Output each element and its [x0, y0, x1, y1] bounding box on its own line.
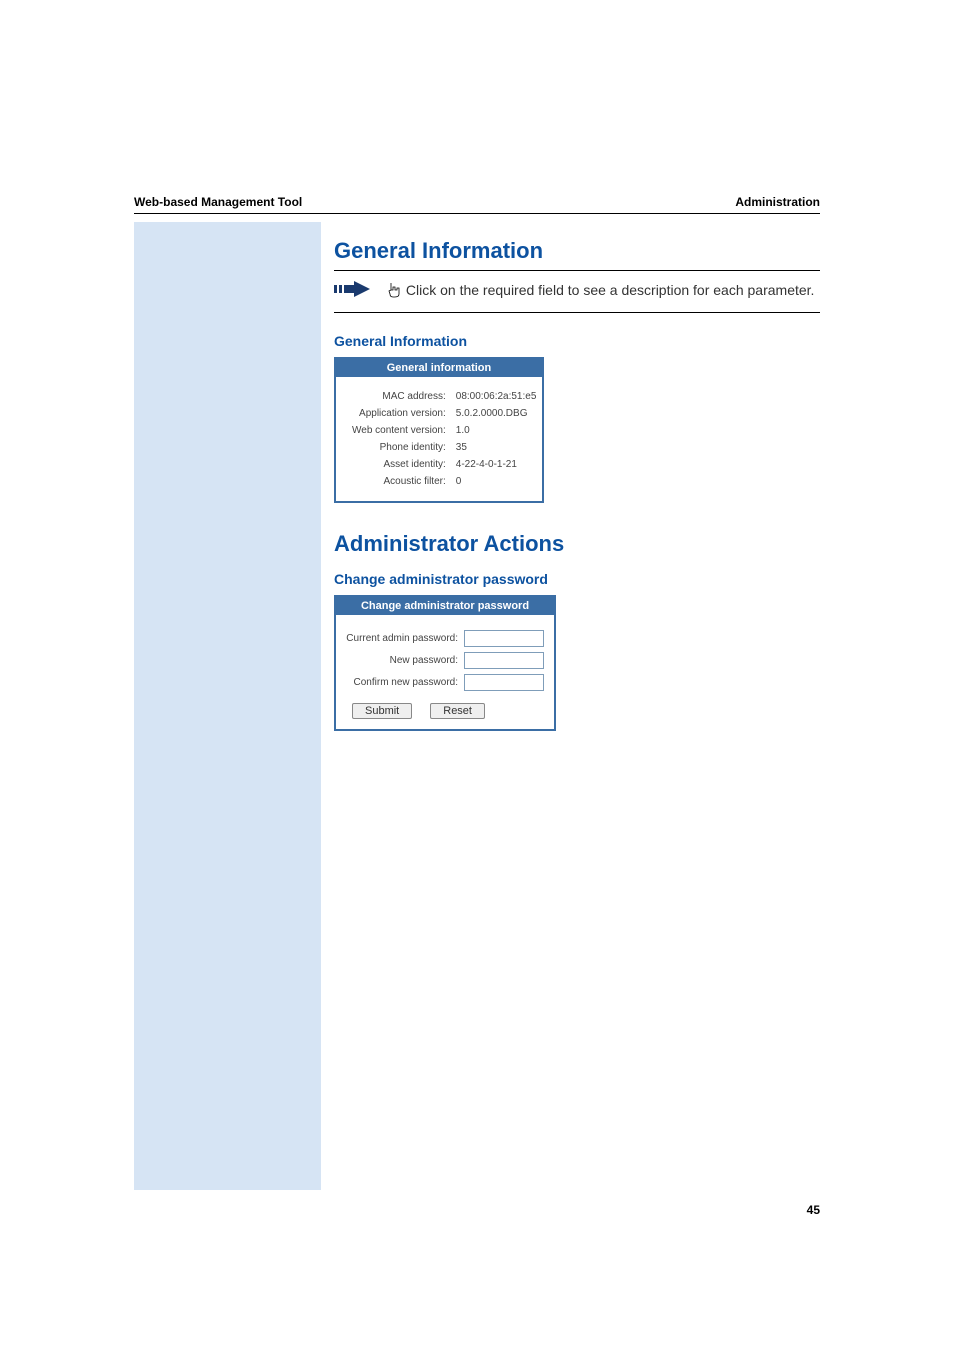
new-password-label: New password: — [346, 655, 464, 666]
change-admin-password-panel-body: Current admin password: New password: Co… — [336, 615, 554, 729]
info-label: MAC address: — [348, 389, 450, 404]
table-row: Acoustic filter: 0 — [348, 474, 540, 489]
current-admin-password-input[interactable] — [464, 630, 544, 647]
change-admin-password-panel-header: Change administrator password — [336, 597, 554, 615]
table-row: Phone identity: 35 — [348, 440, 540, 455]
confirm-new-password-input[interactable] — [464, 674, 544, 691]
pointer-cursor-icon — [386, 281, 402, 302]
page-header: Web-based Management Tool Administration — [134, 195, 820, 209]
arrow-icon — [334, 279, 376, 304]
table-row: Asset identity: 4-22-4-0-1-21 — [348, 457, 540, 472]
note-text: Click on the required field to see a des… — [386, 281, 814, 302]
table-row: Web content version: 1.0 — [348, 423, 540, 438]
subheading-general-information: General Information — [334, 333, 820, 349]
table-row: Application version: 5.0.2.0000.DBG — [348, 406, 540, 421]
info-label: Application version: — [348, 406, 450, 421]
info-value: 35 — [452, 440, 541, 455]
section-title-general-information: General Information — [334, 238, 820, 264]
sidebar-bar — [134, 222, 321, 1190]
general-information-panel: General information MAC address: 08:00:0… — [334, 357, 544, 503]
general-information-panel-header: General information — [336, 359, 542, 377]
form-row: Confirm new password: — [346, 674, 544, 691]
note-text-content: Click on the required field to see a des… — [402, 282, 814, 298]
section-title-administrator-actions: Administrator Actions — [334, 531, 820, 557]
form-row: New password: — [346, 652, 544, 669]
current-admin-password-label: Current admin password: — [346, 633, 464, 644]
info-value: 5.0.2.0000.DBG — [452, 406, 541, 421]
reset-button[interactable]: Reset — [430, 703, 485, 719]
info-label: Phone identity: — [348, 440, 450, 455]
submit-button[interactable]: Submit — [352, 703, 412, 719]
button-row: Submit Reset — [346, 703, 544, 719]
change-admin-password-panel: Change administrator password Current ad… — [334, 595, 556, 731]
general-information-panel-body: MAC address: 08:00:06:2a:51:e5 Applicati… — [336, 377, 542, 501]
info-value: 1.0 — [452, 423, 541, 438]
note-block: Click on the required field to see a des… — [334, 270, 820, 313]
info-value: 08:00:06:2a:51:e5 — [452, 389, 541, 404]
header-right: Administration — [735, 195, 820, 209]
form-row: Current admin password: — [346, 630, 544, 647]
header-left: Web-based Management Tool — [134, 195, 302, 209]
new-password-input[interactable] — [464, 652, 544, 669]
info-label: Acoustic filter: — [348, 474, 450, 489]
info-value: 4-22-4-0-1-21 — [452, 457, 541, 472]
page-number: 45 — [807, 1203, 820, 1217]
header-rule — [134, 213, 820, 214]
general-information-table: MAC address: 08:00:06:2a:51:e5 Applicati… — [346, 387, 542, 491]
info-value: 0 — [452, 474, 541, 489]
main-content: General Information Click on the require… — [334, 238, 820, 759]
subheading-change-admin-password: Change administrator password — [334, 571, 820, 587]
info-label: Asset identity: — [348, 457, 450, 472]
table-row: MAC address: 08:00:06:2a:51:e5 — [348, 389, 540, 404]
info-label: Web content version: — [348, 423, 450, 438]
confirm-new-password-label: Confirm new password: — [346, 677, 464, 688]
